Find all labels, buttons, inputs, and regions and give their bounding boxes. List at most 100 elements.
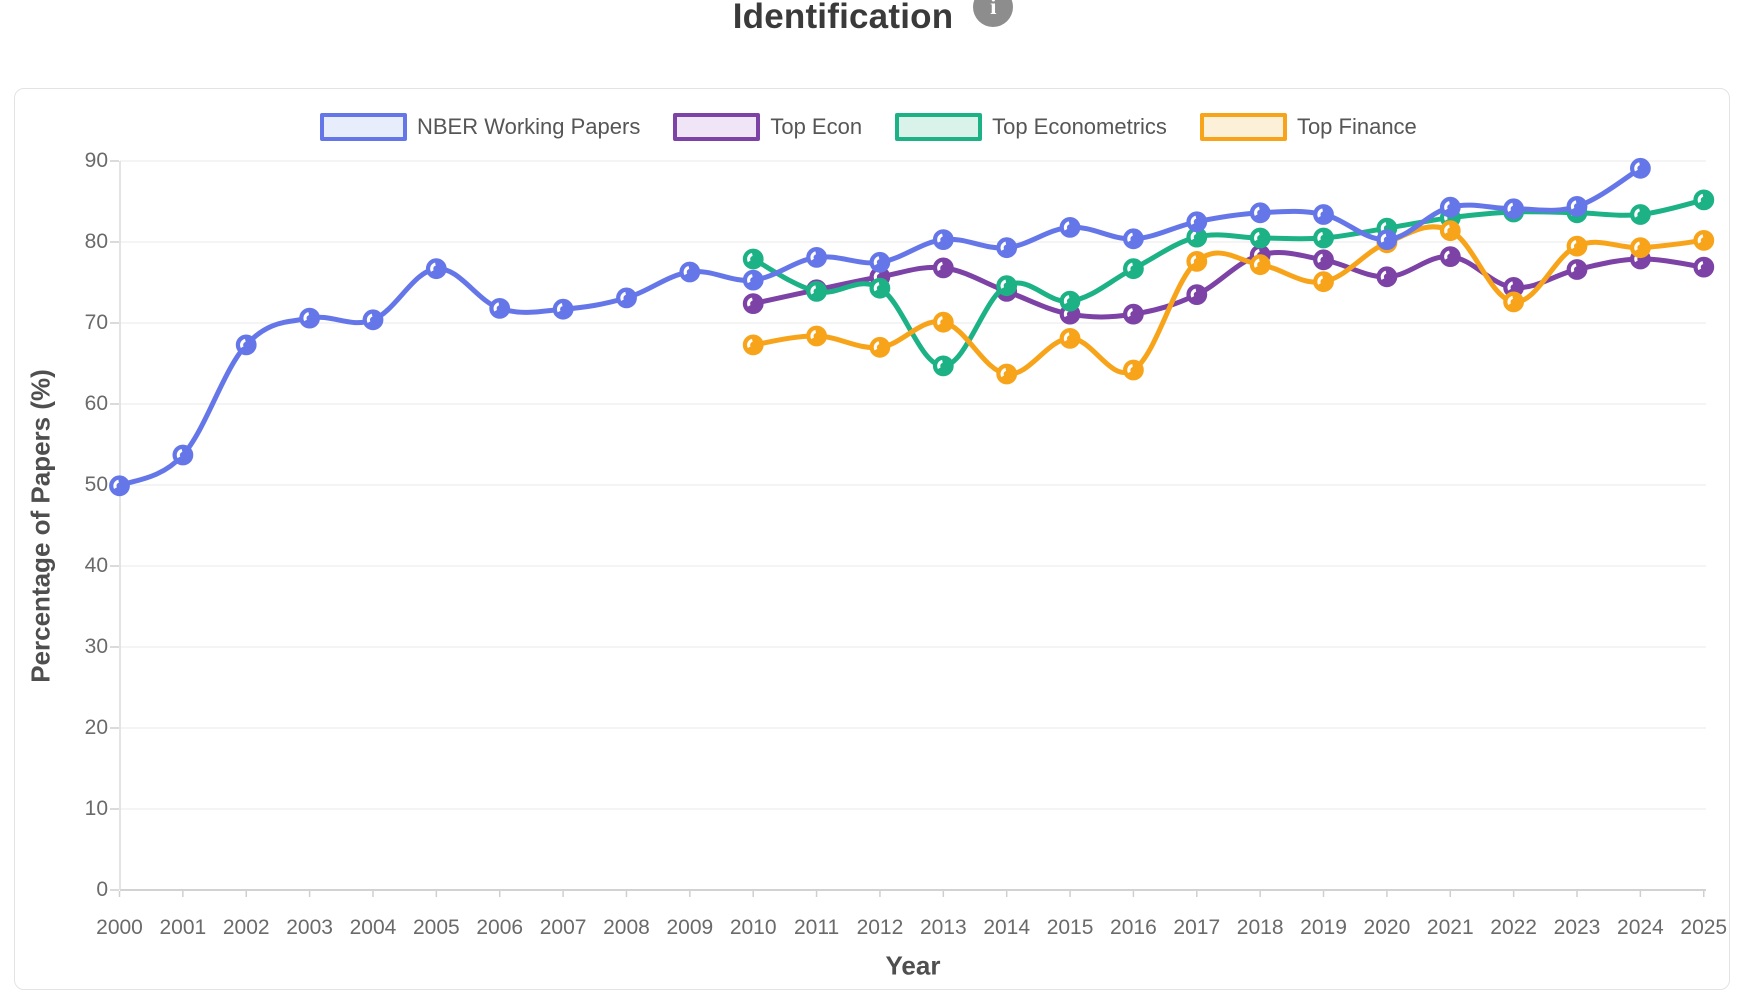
data-point-top-finance[interactable] xyxy=(1566,235,1588,257)
data-point-top-econ[interactable] xyxy=(932,257,954,279)
y-tick-label: 60 xyxy=(84,392,108,415)
data-point-top-econ[interactable] xyxy=(1123,303,1144,325)
data-point-nber-working-papers[interactable] xyxy=(806,246,828,268)
legend-label: Top Econometrics xyxy=(992,114,1167,139)
data-point-top-econometrics[interactable] xyxy=(1630,204,1651,225)
data-point-nber-working-papers[interactable] xyxy=(616,287,637,309)
data-point-top-econometrics[interactable] xyxy=(1059,290,1081,312)
data-point-nber-working-papers[interactable] xyxy=(362,309,384,331)
x-tick-label: 2021 xyxy=(1426,916,1474,939)
data-point-top-econometrics[interactable] xyxy=(932,355,954,377)
data-point-top-finance[interactable] xyxy=(932,311,954,333)
page-title: Identification xyxy=(732,0,954,36)
data-point-top-finance[interactable] xyxy=(806,325,828,347)
y-tick-label: 20 xyxy=(84,716,108,739)
data-point-top-econometrics[interactable] xyxy=(806,280,828,302)
data-point-top-econ[interactable] xyxy=(1376,266,1398,288)
data-point-top-econ[interactable] xyxy=(1186,284,1208,306)
legend-item-nber[interactable]: NBER Working Papers xyxy=(320,113,640,141)
x-tick-label: 2016 xyxy=(1110,916,1157,939)
data-point-nber-working-papers[interactable] xyxy=(1059,216,1081,238)
x-tick-label: 2005 xyxy=(412,916,460,939)
chart-legend: NBER Working Papers Top Econ Top Econome… xyxy=(320,113,1417,141)
data-point-nber-working-papers[interactable] xyxy=(869,251,891,273)
x-tick-label: 2014 xyxy=(983,916,1031,939)
series-line-nber-working-papers xyxy=(117,165,1643,489)
legend-item-top-econometrics[interactable]: Top Econometrics xyxy=(895,113,1167,141)
data-point-top-finance[interactable] xyxy=(1123,359,1144,381)
y-tick-label: 10 xyxy=(84,797,108,820)
data-point-top-econometrics[interactable] xyxy=(1693,189,1715,211)
data-point-nber-working-papers[interactable] xyxy=(489,297,511,319)
x-tick-label: 2012 xyxy=(856,916,904,939)
y-tick-label: 0 xyxy=(96,878,108,901)
data-point-top-econometrics[interactable] xyxy=(1123,258,1144,280)
page-header: Identification i xyxy=(0,0,1746,40)
x-tick-label: 2013 xyxy=(919,916,967,939)
y-axis-title: Percentage of Papers (%) xyxy=(25,369,56,683)
x-tick-label: 2023 xyxy=(1553,916,1601,939)
legend-swatch-nber xyxy=(320,113,407,141)
x-tick-label: 2000 xyxy=(96,916,143,939)
data-point-nber-working-papers[interactable] xyxy=(109,475,130,497)
x-tick-label: 2007 xyxy=(539,916,587,939)
data-point-nber-working-papers[interactable] xyxy=(996,237,1018,259)
legend-item-top-econ[interactable]: Top Econ xyxy=(673,113,862,141)
data-point-top-finance[interactable] xyxy=(1503,291,1525,313)
data-point-nber-working-papers[interactable] xyxy=(552,298,574,320)
data-point-nber-working-papers[interactable] xyxy=(1123,228,1144,250)
data-point-top-finance[interactable] xyxy=(1186,250,1208,272)
data-point-top-finance[interactable] xyxy=(1249,254,1271,276)
data-point-top-finance[interactable] xyxy=(869,336,891,358)
data-point-nber-working-papers[interactable] xyxy=(425,258,447,280)
x-tick-label: 2022 xyxy=(1490,916,1537,939)
data-point-nber-working-papers[interactable] xyxy=(679,261,701,283)
data-point-top-econ[interactable] xyxy=(1439,246,1461,268)
data-point-nber-working-papers[interactable] xyxy=(235,334,257,356)
data-point-nber-working-papers[interactable] xyxy=(1503,198,1525,220)
data-point-top-finance[interactable] xyxy=(1693,229,1715,251)
data-point-top-finance[interactable] xyxy=(1439,220,1461,242)
data-point-top-econometrics[interactable] xyxy=(742,248,764,270)
data-point-nber-working-papers[interactable] xyxy=(1376,229,1398,251)
x-axis-title: Year xyxy=(885,950,941,981)
data-point-nber-working-papers[interactable] xyxy=(1249,202,1271,224)
data-point-nber-working-papers[interactable] xyxy=(1630,157,1651,179)
data-point-top-econometrics[interactable] xyxy=(1249,227,1271,249)
legend-swatch-top-econometrics xyxy=(895,113,983,141)
data-point-top-econ[interactable] xyxy=(1693,256,1715,278)
data-point-top-econometrics[interactable] xyxy=(996,275,1018,297)
data-point-nber-working-papers[interactable] xyxy=(1439,196,1461,218)
data-point-top-econ[interactable] xyxy=(1566,259,1588,280)
y-tick-label: 30 xyxy=(84,635,108,658)
legend-swatch-top-finance xyxy=(1199,113,1287,141)
data-point-nber-working-papers[interactable] xyxy=(742,269,764,291)
data-point-top-finance[interactable] xyxy=(742,334,764,356)
y-tick-label: 90 xyxy=(84,149,108,172)
data-point-top-finance[interactable] xyxy=(1630,237,1651,259)
legend-swatch-top-econ xyxy=(673,113,761,141)
data-point-nber-working-papers[interactable] xyxy=(299,307,321,329)
info-icon[interactable]: i xyxy=(973,0,1014,27)
x-tick-label: 2011 xyxy=(793,916,840,939)
data-point-top-finance[interactable] xyxy=(996,363,1018,385)
data-point-nber-working-papers[interactable] xyxy=(1186,211,1208,233)
x-tick-label: 2024 xyxy=(1617,916,1664,939)
data-point-top-econ[interactable] xyxy=(742,293,764,315)
data-point-top-econometrics[interactable] xyxy=(1313,227,1334,249)
data-point-top-econometrics[interactable] xyxy=(869,277,891,299)
x-tick-label: 2015 xyxy=(1046,916,1094,939)
legend-item-top-finance[interactable]: Top Finance xyxy=(1199,113,1417,141)
data-point-nber-working-papers[interactable] xyxy=(172,444,194,466)
data-point-top-finance[interactable] xyxy=(1059,327,1081,349)
data-point-nber-working-papers[interactable] xyxy=(932,229,954,251)
data-point-top-finance[interactable] xyxy=(1313,271,1334,293)
y-tick-label: 70 xyxy=(84,311,108,334)
data-point-top-econ[interactable] xyxy=(1313,249,1334,271)
data-point-nber-working-papers[interactable] xyxy=(1313,204,1334,225)
y-tick-label: 40 xyxy=(84,554,108,577)
data-point-nber-working-papers[interactable] xyxy=(1566,195,1588,217)
x-tick-label: 2019 xyxy=(1300,916,1347,939)
x-tick-label: 2025 xyxy=(1680,916,1728,939)
